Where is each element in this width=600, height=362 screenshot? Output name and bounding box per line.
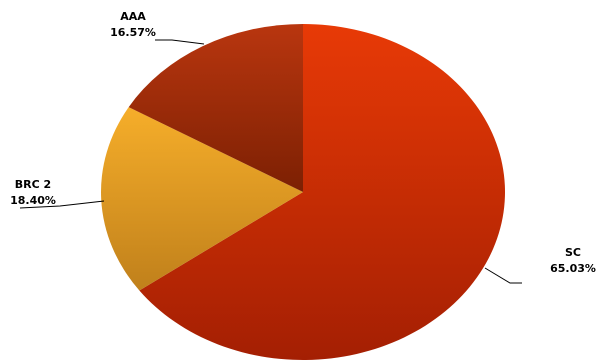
data-label-brc2: BRC 2 18.40%	[10, 178, 56, 207]
slice-label-aaa: AAA	[120, 10, 146, 23]
pie-slice-brc2	[101, 107, 303, 291]
slice-label-sc: SC	[565, 246, 581, 259]
pie-slice-sc	[139, 24, 506, 360]
data-label-sc: SC 65.03%	[550, 246, 596, 275]
slice-percent-aaa: 16.57%	[110, 26, 156, 39]
leader-lines	[19, 39, 522, 284]
pie-slices	[101, 24, 506, 360]
leader-line-sc	[484, 267, 522, 284]
slice-percent-sc: 65.03%	[550, 262, 596, 275]
leader-line-aaa	[155, 39, 205, 45]
slice-percent-brc2: 18.40%	[10, 194, 56, 207]
pie-slice-aaa	[128, 24, 303, 192]
data-label-aaa: AAA 16.57%	[110, 10, 156, 39]
leader-line-brc2	[19, 200, 105, 209]
slice-label-brc2: BRC 2	[15, 178, 51, 191]
